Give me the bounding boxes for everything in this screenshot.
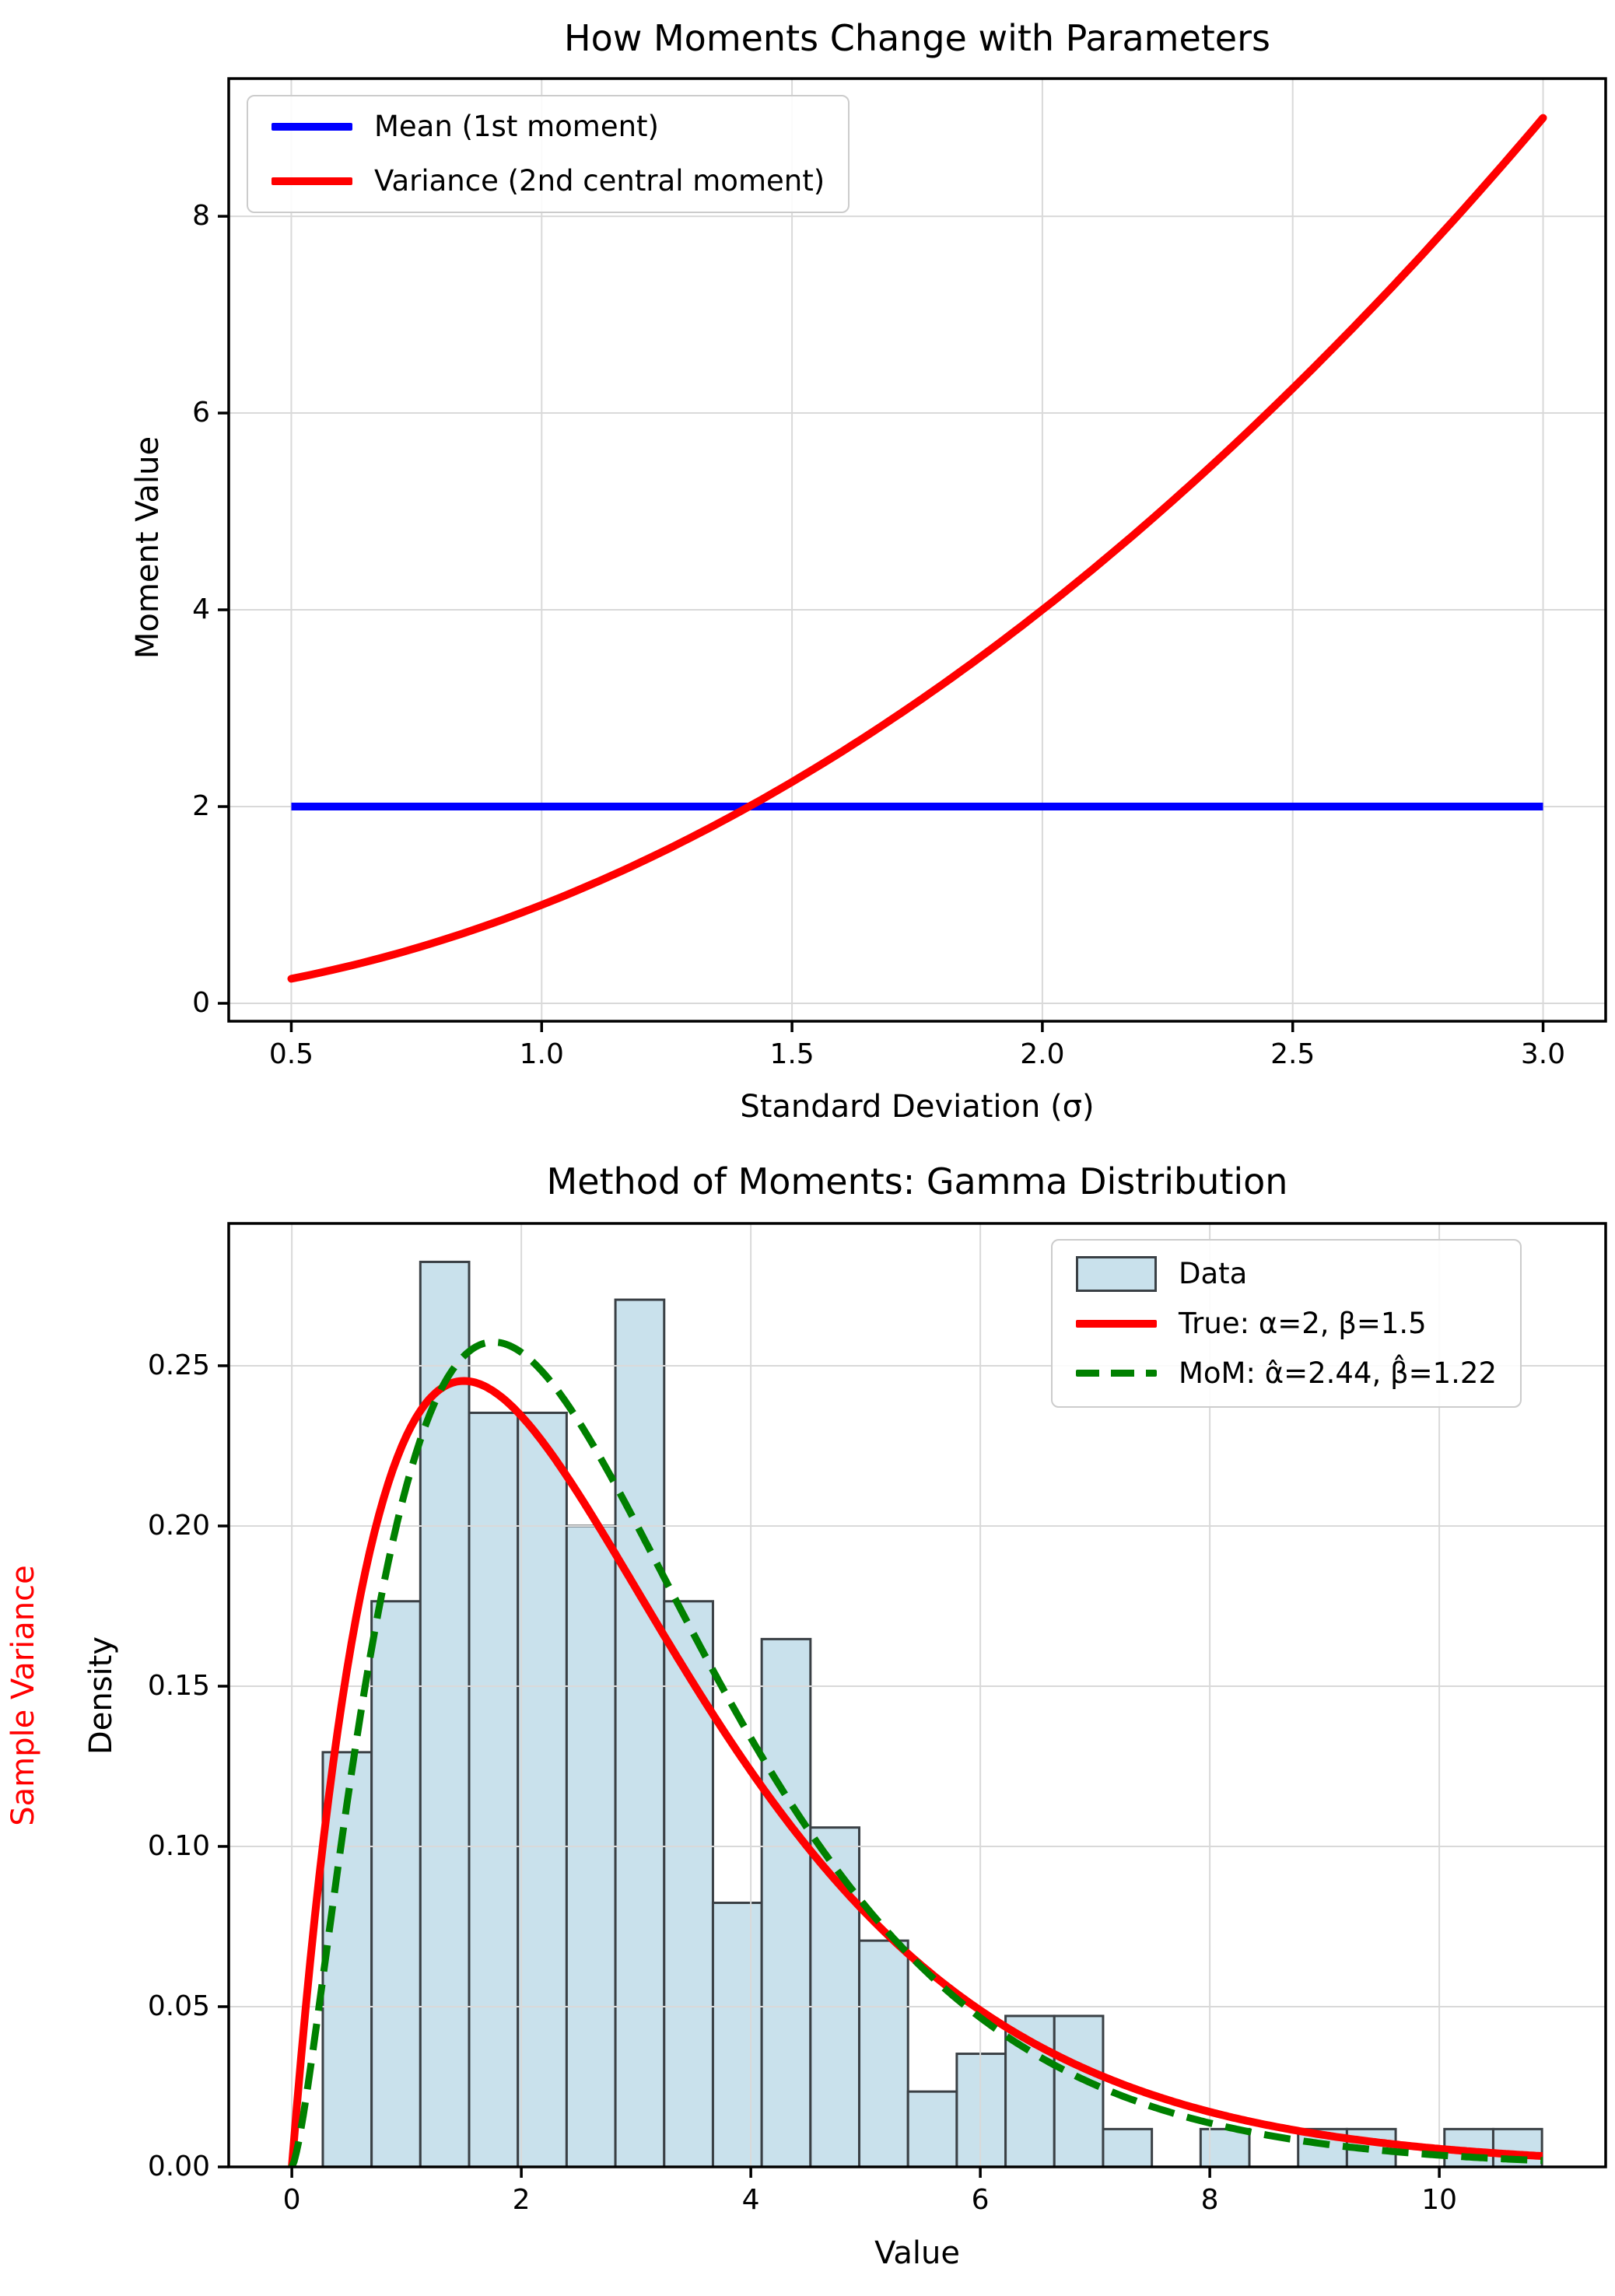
legend-row-mean: Mean (1st moment) — [272, 109, 825, 145]
hist-bar — [468, 1412, 520, 2168]
x-tick-label: 2 — [512, 2184, 531, 2216]
mom-legend-label: MoM: α̂=2.44, β̂=1.22 — [1179, 1356, 1498, 1390]
x-tick-label: 10 — [1421, 2184, 1458, 2216]
variance-legend-label: Variance (2nd central moment) — [374, 164, 825, 198]
mean-legend-label: Mean (1st moment) — [374, 110, 659, 143]
x-tick-label: 8 — [1200, 2184, 1219, 2216]
legend-row-mom: MoM: α̂=2.44, β̂=1.22 — [1076, 1356, 1497, 1391]
y-tick-label: 0.05 — [147, 1990, 210, 2022]
y-tick-label: 2 — [192, 790, 210, 822]
x-tick-label: 1.0 — [519, 1038, 564, 1070]
top-chart-spines — [227, 77, 1607, 1023]
x-tick-label: 6 — [971, 2184, 990, 2216]
true-legend-label: True: α=2, β=1.5 — [1179, 1306, 1427, 1340]
y-tick-label: 0.00 — [147, 2151, 210, 2182]
top-chart-plot — [218, 77, 1607, 1032]
true-curve-sample — [1076, 1319, 1157, 1328]
mom-curve-sample — [1076, 1370, 1157, 1377]
data-legend-label: Data — [1179, 1256, 1248, 1290]
legend-row-variance: Variance (2nd central moment) — [272, 163, 825, 199]
variance-curve — [287, 114, 1547, 983]
mom-gamma-curve — [288, 1339, 1543, 2168]
top-chart-xlabel: Standard Deviation (σ) — [740, 1089, 1095, 1125]
bottom-chart-spines — [227, 1222, 1607, 2168]
top-chart-legend: Mean (1st moment) Variance (2nd central … — [247, 95, 850, 213]
legend-row-data: Data — [1076, 1255, 1497, 1292]
y-tick-label: 6 — [192, 397, 210, 429]
hist-bar — [906, 2090, 958, 2168]
histogram-swatch — [1076, 1255, 1157, 1292]
y-tick-label: 0.25 — [147, 1349, 210, 1381]
bottom-chart-title: Method of Moments: Gamma Distribution — [546, 1160, 1288, 1202]
hist-bar — [955, 2053, 1007, 2168]
hist-bar — [370, 1600, 422, 2168]
x-tick-label: 2.0 — [1020, 1038, 1065, 1070]
bottom-chart-xlabel: Value — [874, 2235, 960, 2271]
x-tick-label: 0.5 — [268, 1038, 314, 1070]
hist-bar — [1199, 2127, 1251, 2168]
hist-bar — [1053, 2014, 1105, 2168]
y-tick-label: 4 — [192, 593, 210, 626]
variance-line-sample — [272, 177, 352, 185]
y-tick-label: 0.15 — [147, 1669, 210, 1702]
x-tick-label: 4 — [741, 2184, 760, 2216]
mean-line-sample — [272, 123, 352, 131]
hist-bar — [614, 1298, 666, 2168]
bottom-chart-legend: Data True: α=2, β=1.5 MoM: α̂=2.44, β̂=1… — [1051, 1239, 1522, 1408]
x-tick-label: 1.5 — [769, 1038, 815, 1070]
y-tick-label: 0.20 — [147, 1509, 210, 1542]
hist-bar — [858, 1939, 909, 2168]
y-tick-label: 8 — [192, 200, 210, 233]
hist-bar — [760, 1637, 812, 2168]
top-chart-title: How Moments Change with Parameters — [564, 17, 1270, 59]
sample-variance-side-label: Sample Variance — [5, 1565, 41, 1826]
hist-bar — [711, 1901, 763, 2168]
y-tick-label: 0 — [192, 986, 210, 1019]
x-tick-label: 0 — [282, 2184, 301, 2216]
hist-bar — [1102, 2127, 1154, 2168]
y-tick-label: 0.10 — [147, 1829, 210, 1862]
x-tick-label: 2.5 — [1270, 1038, 1315, 1070]
legend-row-true: True: α=2, β=1.5 — [1076, 1306, 1497, 1342]
x-tick-label: 3.0 — [1520, 1038, 1566, 1070]
bottom-chart-plot — [218, 1222, 1607, 2178]
